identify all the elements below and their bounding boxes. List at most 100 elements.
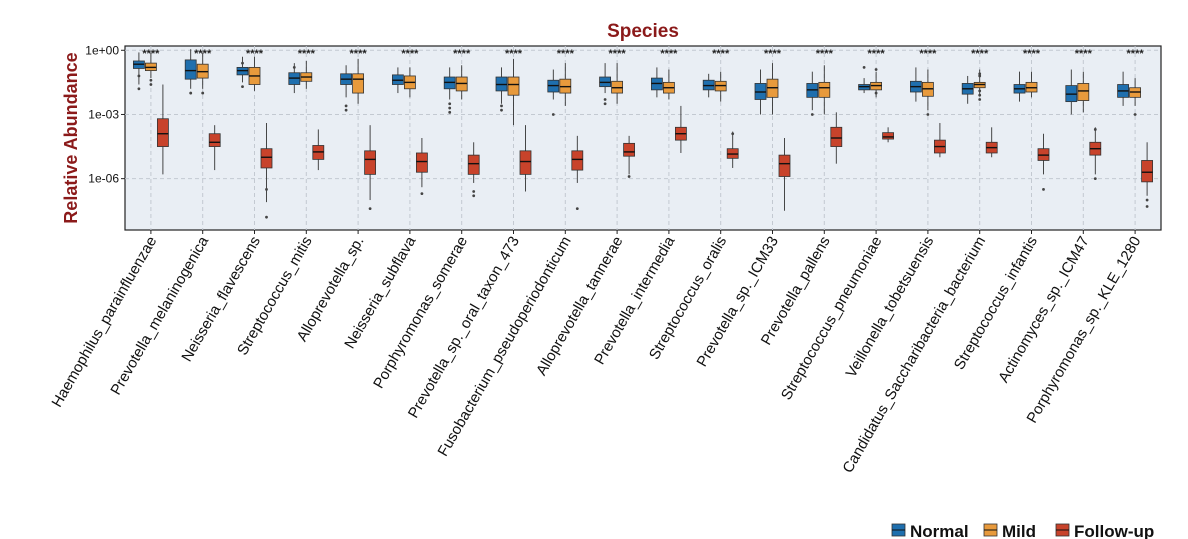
outlier-point bbox=[1145, 205, 1149, 208]
box-mild bbox=[507, 58, 520, 126]
outlier-point bbox=[420, 192, 424, 196]
outlier-point bbox=[978, 74, 982, 78]
box-mild bbox=[248, 56, 261, 91]
y-tick-label: 1e-06 bbox=[88, 172, 119, 186]
box-mild bbox=[611, 63, 623, 104]
outlier-point bbox=[448, 102, 452, 106]
outlier-point bbox=[978, 98, 982, 101]
box-body bbox=[184, 59, 197, 80]
outlier-point bbox=[201, 91, 205, 95]
x-category-label: Streptococcus_pneumoniae bbox=[778, 234, 886, 404]
y-tick-label: 1e-03 bbox=[88, 107, 119, 121]
box-followup bbox=[467, 142, 480, 198]
significance-label: **** bbox=[298, 48, 316, 60]
outlier-point bbox=[241, 85, 244, 89]
significance-label: **** bbox=[1023, 48, 1041, 60]
box-normal bbox=[1117, 71, 1129, 106]
outlier-point bbox=[874, 68, 878, 71]
box-body bbox=[260, 148, 273, 169]
box-mild bbox=[1129, 78, 1141, 116]
outlier-point bbox=[149, 83, 153, 86]
significance-label: **** bbox=[764, 48, 782, 60]
outlier-point bbox=[137, 87, 141, 91]
significance-label: **** bbox=[919, 48, 937, 60]
significance-label: **** bbox=[971, 48, 989, 60]
box-mild bbox=[973, 69, 986, 101]
significance-label: **** bbox=[609, 48, 627, 60]
box-followup bbox=[571, 135, 584, 211]
box-mild bbox=[196, 52, 209, 95]
legend-label: Follow-up bbox=[1074, 522, 1154, 539]
box-followup bbox=[364, 125, 377, 211]
box-followup bbox=[726, 131, 739, 168]
box-normal bbox=[858, 65, 870, 94]
box-followup bbox=[1089, 127, 1102, 181]
box-body bbox=[830, 126, 843, 147]
significance-label: **** bbox=[401, 48, 419, 60]
box-normal bbox=[651, 67, 663, 98]
outlier-point bbox=[189, 91, 193, 95]
box-body bbox=[519, 150, 532, 175]
outlier-point bbox=[472, 190, 476, 193]
y-axis-label: Relative Abundance bbox=[61, 52, 81, 223]
box-followup bbox=[675, 105, 687, 153]
outlier-point bbox=[1093, 128, 1097, 131]
outlier-point bbox=[500, 104, 503, 108]
box-body bbox=[571, 150, 584, 171]
box-mild bbox=[870, 68, 882, 98]
box-normal bbox=[547, 69, 560, 116]
box-body bbox=[415, 152, 428, 173]
box-mild bbox=[1025, 71, 1038, 98]
outlier-point bbox=[603, 102, 607, 106]
box-normal bbox=[495, 67, 508, 112]
outlier-point bbox=[603, 98, 607, 101]
box-mild bbox=[352, 58, 365, 104]
box-followup bbox=[1037, 133, 1050, 191]
box-body bbox=[1077, 83, 1090, 101]
box-normal bbox=[443, 67, 456, 114]
box-mild bbox=[455, 65, 468, 100]
outlier-point bbox=[137, 74, 141, 78]
outlier-point bbox=[1133, 113, 1137, 116]
box-normal bbox=[184, 49, 197, 95]
box-mild bbox=[144, 52, 157, 86]
outlier-point bbox=[575, 207, 579, 211]
outlier-point bbox=[344, 108, 348, 112]
legend-label: Mild bbox=[1002, 522, 1036, 539]
box-normal bbox=[391, 67, 404, 94]
legend: Normal Mild Follow-up bbox=[891, 522, 1154, 539]
outlier-point bbox=[265, 187, 268, 191]
box-mild bbox=[766, 63, 779, 115]
significance-label: **** bbox=[660, 48, 678, 60]
significance-label: **** bbox=[505, 48, 523, 60]
significance-label: **** bbox=[246, 48, 264, 60]
significance-label: **** bbox=[350, 48, 368, 60]
box-body bbox=[467, 154, 480, 175]
box-normal bbox=[340, 65, 353, 112]
x-category-label: Haemophilus_parainfluenzae bbox=[48, 234, 160, 411]
outlier-point bbox=[627, 175, 631, 178]
x-axis-category-labels: Haemophilus_parainfluenzaePrevotella_mel… bbox=[48, 230, 1145, 476]
significance-label: **** bbox=[1075, 48, 1093, 60]
outlier-point bbox=[551, 113, 555, 116]
x-category-label: Actinomyces_sp._ICM47 bbox=[995, 234, 1093, 386]
box-followup bbox=[623, 135, 635, 178]
box-normal bbox=[288, 63, 301, 94]
significance-label: **** bbox=[453, 48, 471, 60]
box-normal bbox=[961, 75, 974, 104]
box-followup bbox=[882, 127, 894, 143]
outlier-point bbox=[874, 91, 878, 95]
box-followup bbox=[778, 138, 791, 211]
y-tick-label: 1e+00 bbox=[85, 43, 119, 57]
box-followup bbox=[260, 123, 273, 219]
outlier-point bbox=[926, 113, 930, 116]
outlier-point bbox=[978, 72, 982, 76]
box-mild bbox=[714, 71, 727, 102]
box-body bbox=[623, 142, 635, 157]
box-followup bbox=[934, 123, 946, 158]
box-normal bbox=[702, 73, 715, 98]
chart-title: Species bbox=[607, 21, 679, 42]
outlier-point bbox=[978, 89, 982, 93]
box-followup bbox=[156, 84, 169, 175]
y-axis-ticks: 1e+00 1e-03 1e-06 bbox=[85, 43, 125, 186]
